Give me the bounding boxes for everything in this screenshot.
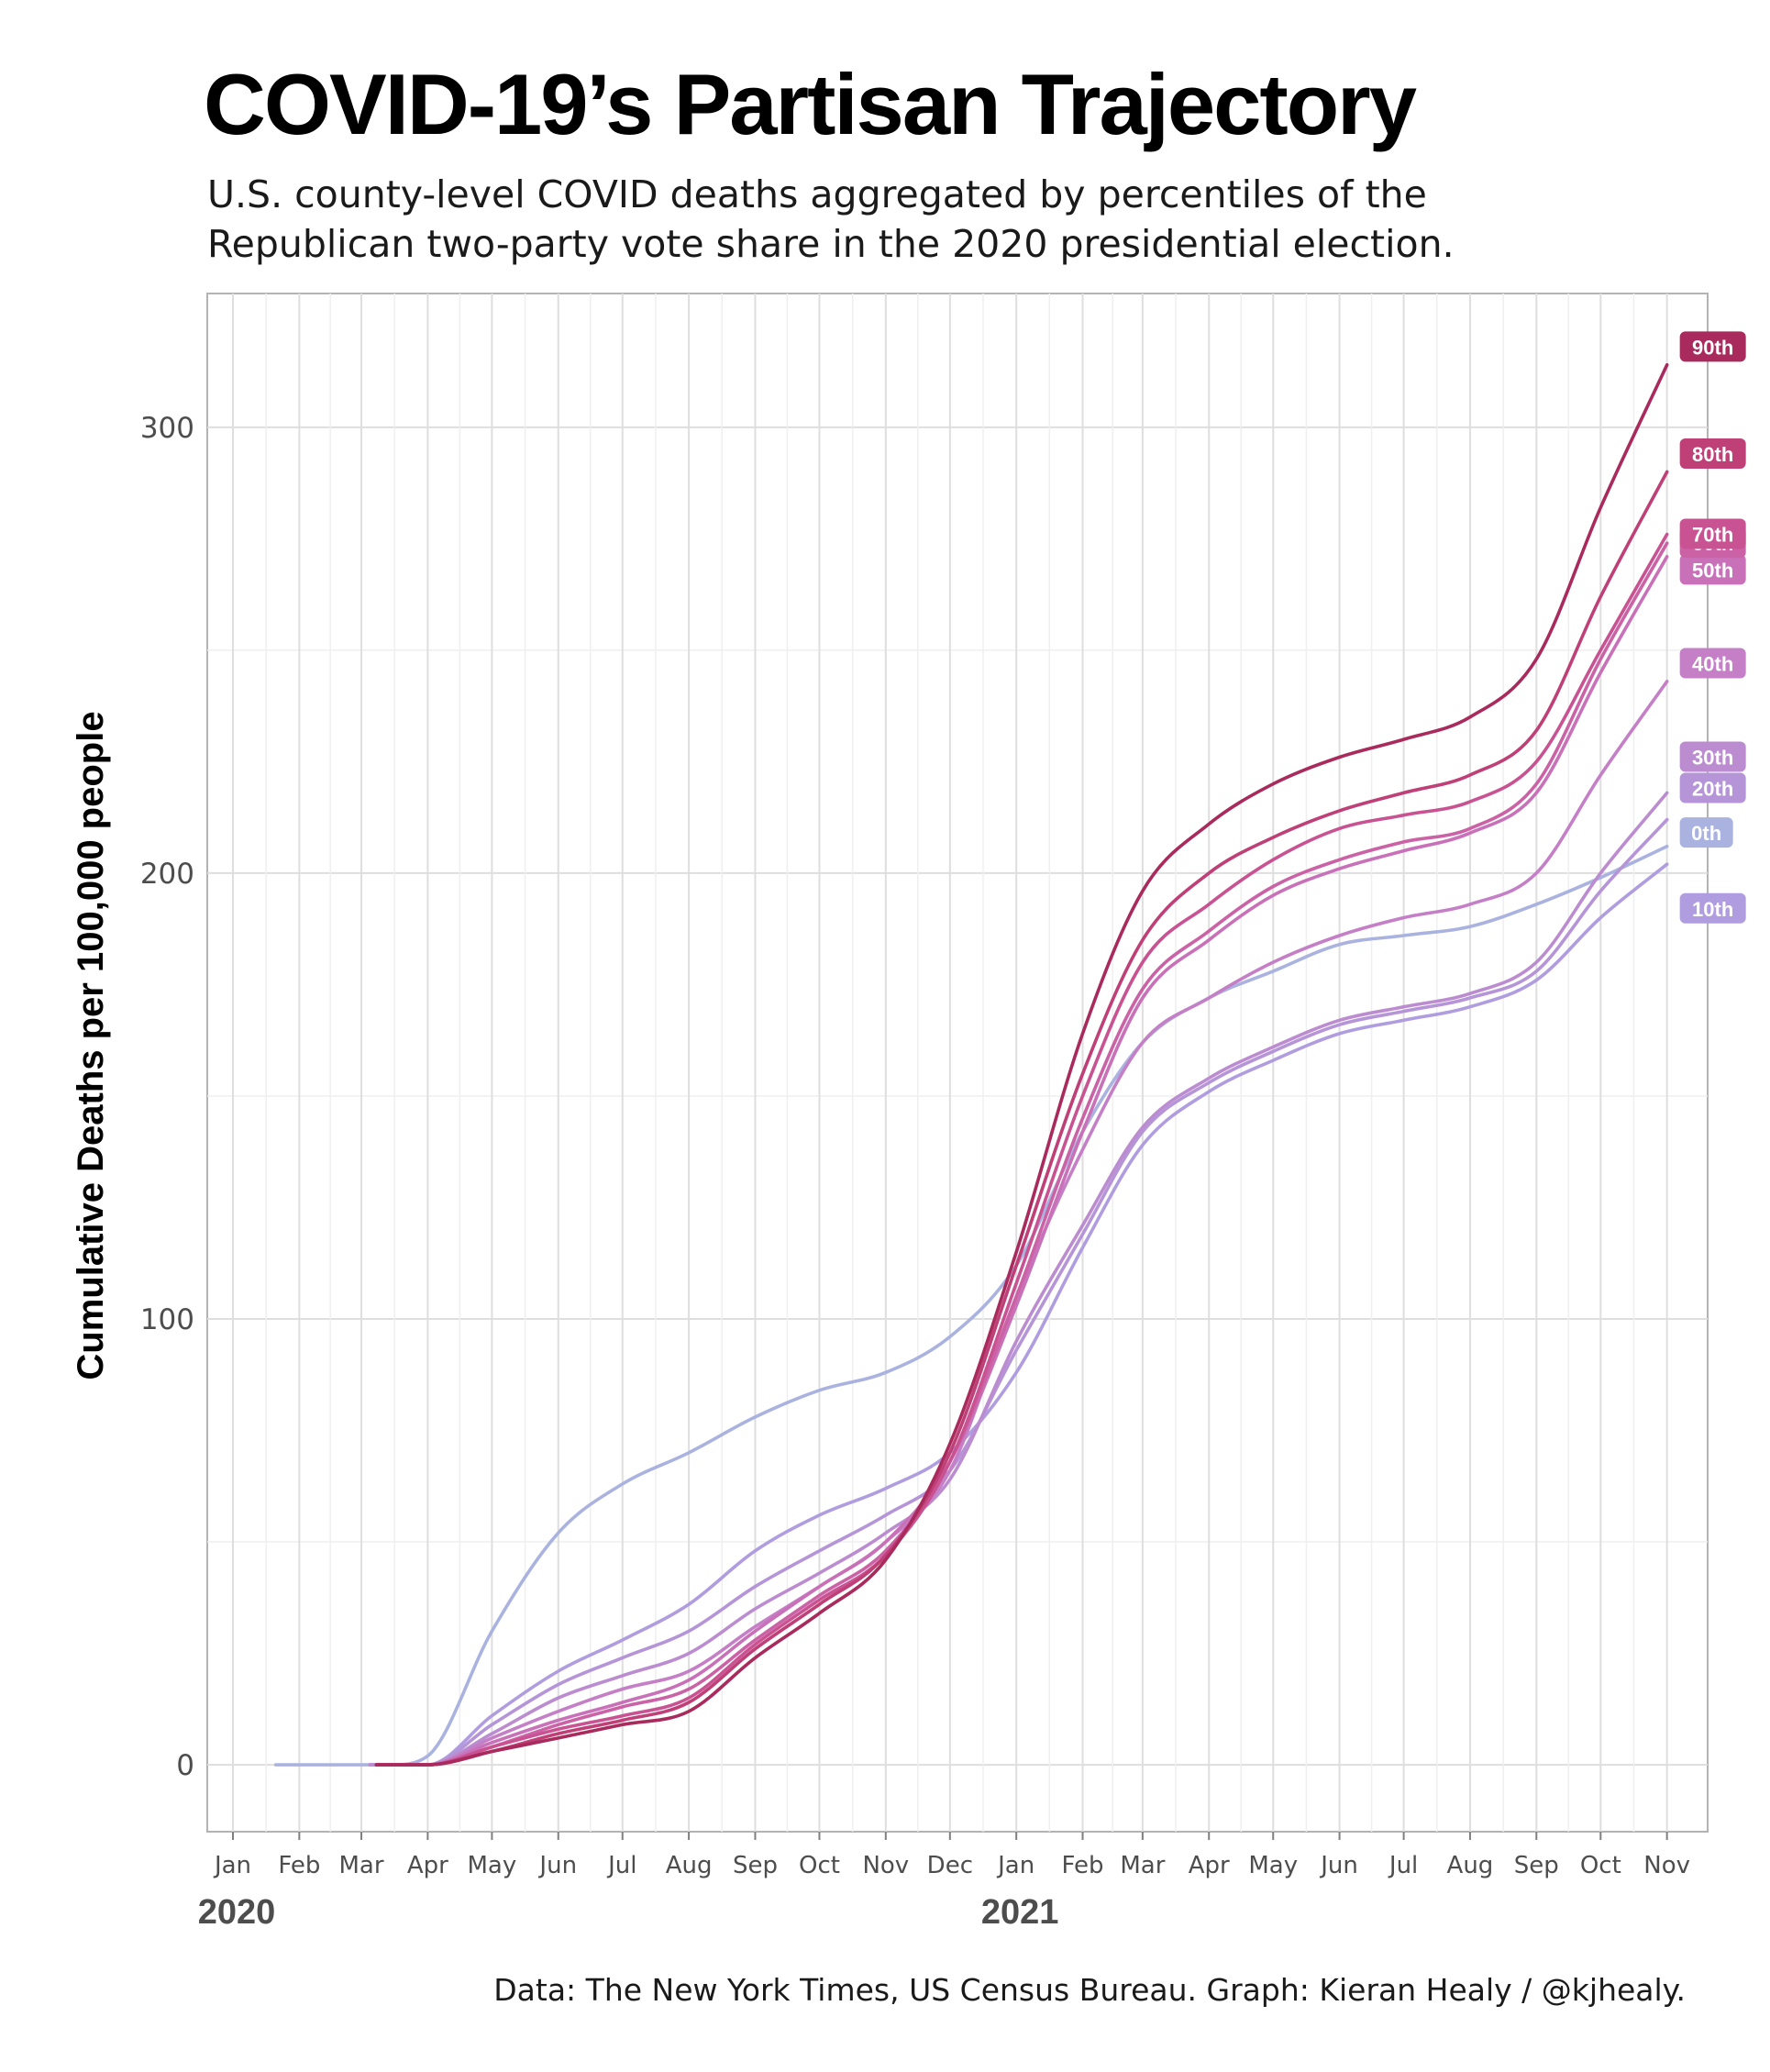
- series-label-0th: 0th: [1679, 817, 1733, 848]
- series-label-box: [1679, 438, 1746, 469]
- x-tick-label: Apr: [1189, 1852, 1230, 1879]
- x-tick-label: Jul: [1388, 1852, 1418, 1879]
- series-label-text: 0th: [1691, 822, 1721, 845]
- series-label-text: 20th: [1692, 778, 1733, 801]
- series-line-50th: [374, 555, 1669, 1767]
- y-axis-ticks: 0 100 200 300: [140, 412, 194, 1782]
- series-label-box: [1679, 331, 1746, 362]
- series-label-text: 10th: [1692, 898, 1733, 921]
- y-tick-label: 100: [140, 1303, 194, 1336]
- x-tick-label: Oct: [1580, 1852, 1621, 1879]
- y-axis-label: Cumulative Deaths per 100,000 people: [71, 711, 111, 1379]
- x-tick-label: Feb: [278, 1852, 320, 1879]
- series-label-50th: 50th: [1679, 554, 1746, 585]
- series-label-20th: 20th: [1679, 772, 1746, 803]
- series-line-60th: [374, 541, 1669, 1767]
- x-tick-label: Mar: [1120, 1852, 1165, 1879]
- series-label-40th: 40th: [1679, 648, 1746, 679]
- x-tick-label: Mar: [339, 1852, 384, 1879]
- chart-subtitle: U.S. county-level COVID deaths aggregate…: [207, 172, 1455, 266]
- x-tick-label: Nov: [862, 1852, 909, 1879]
- x-tick-label: Aug: [1447, 1852, 1494, 1879]
- gridlines: [207, 294, 1708, 1832]
- y-tick-label: 0: [176, 1749, 194, 1782]
- x-tick-label: Jan: [213, 1852, 251, 1879]
- series-label-text: 90th: [1692, 336, 1733, 359]
- x-tick-label: Apr: [407, 1852, 448, 1879]
- x-year-label: 2020: [198, 1893, 276, 1932]
- series-label-90th: 90th: [1679, 331, 1746, 362]
- series-label-30th: 30th: [1679, 741, 1746, 772]
- series-label-70th: 70th: [1679, 518, 1746, 549]
- series-line-30th: [368, 791, 1669, 1767]
- series-label-text: 30th: [1692, 747, 1733, 770]
- x-tick-label: Jun: [1319, 1852, 1358, 1879]
- x-tick-label: Dec: [927, 1852, 973, 1879]
- x-tick-label: Feb: [1062, 1852, 1104, 1879]
- series-label-80th: 80th: [1679, 438, 1746, 469]
- x-tick-label: Jan: [996, 1852, 1034, 1879]
- chart-title: COVID-19’s Partisan Trajectory: [204, 56, 1417, 152]
- series-line-10th: [368, 862, 1669, 1767]
- x-tick-label: May: [468, 1852, 517, 1879]
- source-caption: Data: The New York Times, US Census Bure…: [493, 1972, 1686, 2008]
- series-line-70th: [374, 532, 1669, 1767]
- plot-panel: [206, 293, 1709, 1833]
- y-tick-label: 200: [140, 858, 194, 891]
- series-label-box: [1679, 817, 1733, 848]
- series-label-box: [1679, 554, 1746, 585]
- series-label-text: 80th: [1692, 443, 1733, 466]
- x-tick-label: Oct: [799, 1852, 840, 1879]
- series-label-box: [1679, 648, 1746, 679]
- series-label-box: [1679, 518, 1746, 549]
- y-tick-label: 300: [140, 412, 194, 445]
- x-tick-label: Nov: [1643, 1852, 1690, 1879]
- series-line-90th: [374, 363, 1669, 1767]
- x-tick-label: Jul: [606, 1852, 636, 1879]
- panel-border: [206, 293, 1709, 1833]
- x-tick-label: May: [1248, 1852, 1298, 1879]
- x-tick-label: Sep: [733, 1852, 778, 1879]
- x-axis-ticks: Jan Feb Mar Apr May Jun Jul Aug Sep Oct Nov Dec Jan F…: [198, 1832, 1690, 1932]
- series-lines: [273, 363, 1669, 1767]
- series-line-20th: [368, 817, 1669, 1767]
- x-tick-label: Sep: [1514, 1852, 1559, 1879]
- series-line-80th: [374, 470, 1669, 1767]
- series-line-0th: [273, 844, 1669, 1767]
- x-tick-label: Aug: [666, 1852, 713, 1879]
- series-label-box: [1679, 892, 1746, 924]
- series-label-box: [1679, 741, 1746, 772]
- series-label-10th: 10th: [1679, 892, 1746, 924]
- series-label-text: 70th: [1692, 523, 1733, 546]
- series-label-text: 40th: [1692, 652, 1733, 675]
- x-year-label: 2021: [981, 1893, 1059, 1932]
- series-label-box: [1679, 772, 1746, 803]
- series-label-text: 50th: [1692, 559, 1733, 582]
- x-tick-label: Jun: [537, 1852, 577, 1879]
- series-labels: 0th10th20th30th40th50th60th70th80th90th: [1679, 331, 1746, 924]
